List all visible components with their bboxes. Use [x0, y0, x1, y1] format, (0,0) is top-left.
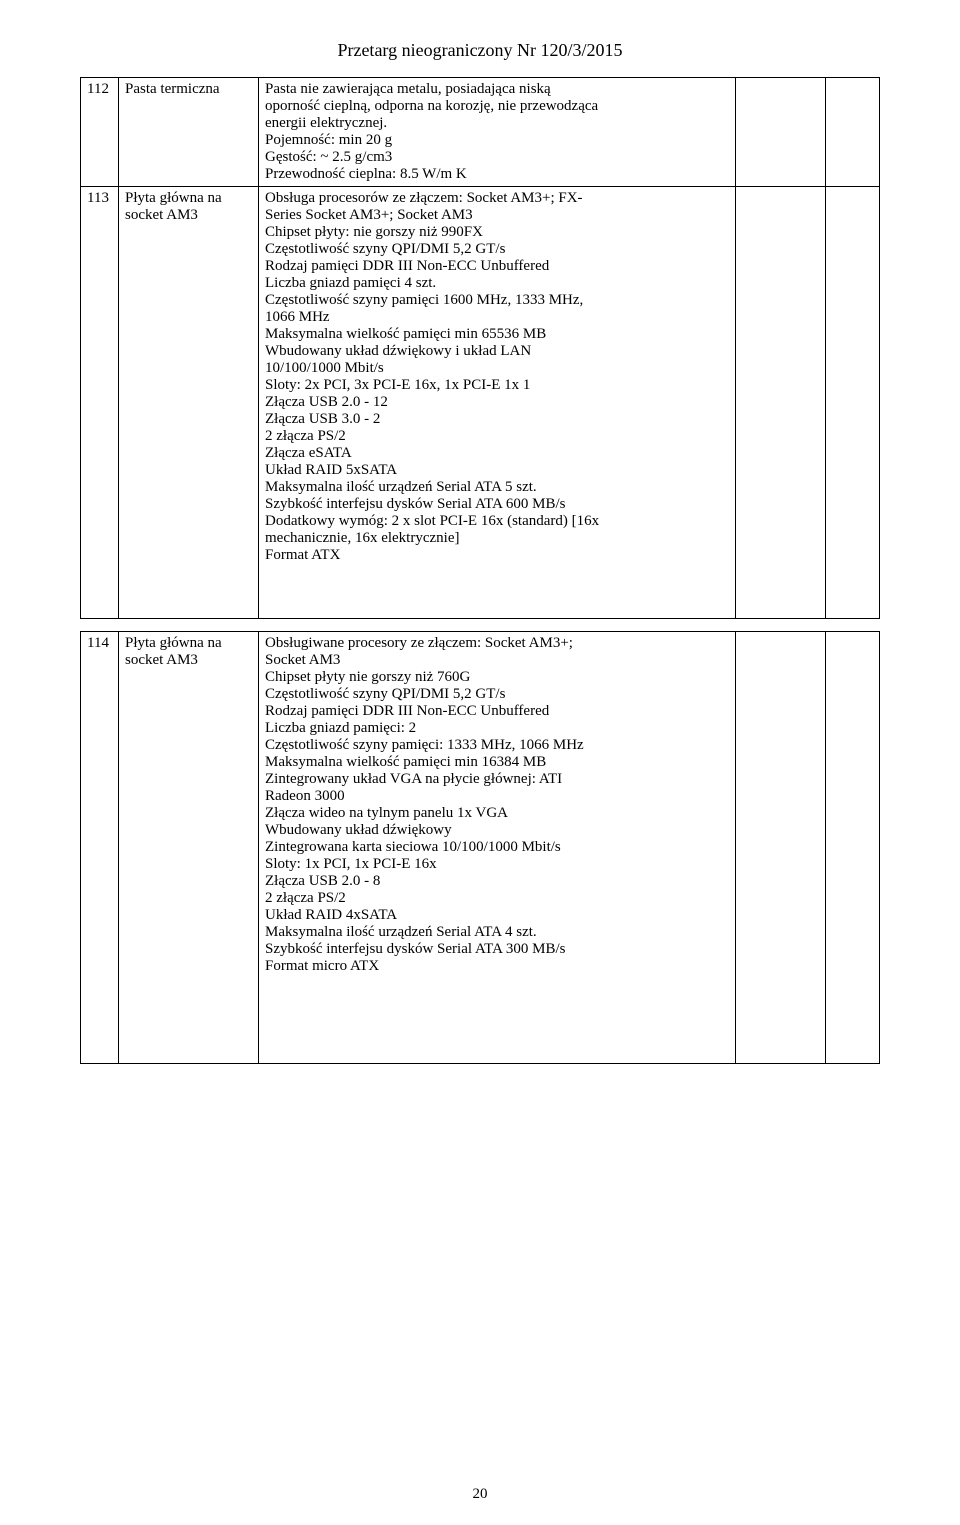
desc-line: Złącza USB 2.0 - 8 — [265, 873, 729, 890]
table-row: 112 Pasta termiczna Pasta nie zawierając… — [81, 78, 880, 187]
row-empty — [826, 187, 880, 619]
desc-line: Format micro ATX — [265, 958, 729, 975]
desc-line: Format ATX — [265, 547, 729, 564]
row-name: Płyta główna na socket AM3 — [119, 187, 259, 619]
desc-line: Częstotliwość szyny pamięci: 1333 MHz, 1… — [265, 737, 729, 754]
desc-line: Wbudowany układ dźwiękowy i układ LAN — [265, 343, 729, 360]
desc-line: Zintegrowana karta sieciowa 10/100/1000 … — [265, 839, 729, 856]
row-desc: Pasta nie zawierająca metalu, posiadając… — [259, 78, 736, 187]
desc-line: Szybkość interfejsu dysków Serial ATA 60… — [265, 496, 729, 513]
desc-line: Chipset płyty nie gorszy niż 760G — [265, 669, 729, 686]
desc-line: Pojemność: min 20 g — [265, 132, 729, 149]
desc-line: 2 złącza PS/2 — [265, 428, 729, 445]
desc-line: Sloty: 2x PCI, 3x PCI-E 16x, 1x PCI-E 1x… — [265, 377, 729, 394]
desc-line: Liczba gniazd pamięci: 2 — [265, 720, 729, 737]
desc-line: Chipset płyty: nie gorszy niż 990FX — [265, 224, 729, 241]
name-line: socket AM3 — [125, 652, 252, 669]
desc-line: Rodzaj pamięci DDR III Non-ECC Unbuffere… — [265, 258, 729, 275]
desc-line: Socket AM3 — [265, 652, 729, 669]
desc-line: Wbudowany układ dźwiękowy — [265, 822, 729, 839]
page-title: Przetarg nieograniczony Nr 120/3/2015 — [80, 40, 880, 61]
row-name: Pasta termiczna — [119, 78, 259, 187]
row-empty — [736, 78, 826, 187]
desc-line: 2 złącza PS/2 — [265, 890, 729, 907]
spec-table-2: 114 Płyta główna na socket AM3 Obsługiwa… — [80, 631, 880, 1064]
desc-line: Złącza USB 3.0 - 2 — [265, 411, 729, 428]
table-row: 113 Płyta główna na socket AM3 Obsługa p… — [81, 187, 880, 619]
page-container: Przetarg nieograniczony Nr 120/3/2015 11… — [0, 0, 960, 1525]
desc-line: 1066 MHz — [265, 309, 729, 326]
desc-line: Maksymalna ilość urządzeń Serial ATA 4 s… — [265, 924, 729, 941]
desc-line: Dodatkowy wymóg: 2 x slot PCI-E 16x (sta… — [265, 513, 729, 530]
row-empty — [736, 632, 826, 1064]
desc-line: Maksymalna wielkość pamięci min 65536 MB — [265, 326, 729, 343]
name-line: Płyta główna na — [125, 635, 252, 652]
desc-line: Przewodność cieplna: 8.5 W/m K — [265, 166, 729, 183]
desc-line: Układ RAID 5xSATA — [265, 462, 729, 479]
row-number: 113 — [81, 187, 119, 619]
desc-line: mechanicznie, 16x elektrycznie] — [265, 530, 729, 547]
spec-table-1: 112 Pasta termiczna Pasta nie zawierając… — [80, 77, 880, 619]
desc-line: Zintegrowany układ VGA na płycie głównej… — [265, 771, 729, 788]
name-line: socket AM3 — [125, 207, 252, 224]
row-desc: Obsługa procesorów ze złączem: Socket AM… — [259, 187, 736, 619]
page-number: 20 — [0, 1486, 960, 1503]
desc-line: 10/100/1000 Mbit/s — [265, 360, 729, 377]
desc-line: energii elektrycznej. — [265, 115, 729, 132]
desc-line: Obsługa procesorów ze złączem: Socket AM… — [265, 190, 729, 207]
desc-line: Gęstość: ~ 2.5 g/cm3 — [265, 149, 729, 166]
row-desc: Obsługiwane procesory ze złączem: Socket… — [259, 632, 736, 1064]
table-row: 114 Płyta główna na socket AM3 Obsługiwa… — [81, 632, 880, 1064]
desc-line: Układ RAID 4xSATA — [265, 907, 729, 924]
desc-line: Rodzaj pamięci DDR III Non-ECC Unbuffere… — [265, 703, 729, 720]
desc-line: Obsługiwane procesory ze złączem: Socket… — [265, 635, 729, 652]
desc-line: Maksymalna wielkość pamięci min 16384 MB — [265, 754, 729, 771]
desc-line: Złącza wideo na tylnym panelu 1x VGA — [265, 805, 729, 822]
desc-line: Radeon 3000 — [265, 788, 729, 805]
table-gap — [80, 619, 880, 631]
row-empty — [826, 632, 880, 1064]
desc-line: Szybkość interfejsu dysków Serial ATA 30… — [265, 941, 729, 958]
desc-line: oporność cieplną, odporna na korozję, ni… — [265, 98, 729, 115]
desc-line: Pasta nie zawierająca metalu, posiadając… — [265, 81, 729, 98]
desc-line: Częstotliwość szyny QPI/DMI 5,2 GT/s — [265, 241, 729, 258]
desc-line: Częstotliwość szyny pamięci 1600 MHz, 13… — [265, 292, 729, 309]
row-number: 112 — [81, 78, 119, 187]
desc-line: Sloty: 1x PCI, 1x PCI-E 16x — [265, 856, 729, 873]
row-empty — [736, 187, 826, 619]
desc-line: Częstotliwość szyny QPI/DMI 5,2 GT/s — [265, 686, 729, 703]
row-name: Płyta główna na socket AM3 — [119, 632, 259, 1064]
desc-line: Liczba gniazd pamięci 4 szt. — [265, 275, 729, 292]
desc-line: Złącza USB 2.0 - 12 — [265, 394, 729, 411]
desc-line: Złącza eSATA — [265, 445, 729, 462]
row-number: 114 — [81, 632, 119, 1064]
row-empty — [826, 78, 880, 187]
name-line: Płyta główna na — [125, 190, 252, 207]
desc-line: Series Socket AM3+; Socket AM3 — [265, 207, 729, 224]
desc-line: Maksymalna ilość urządzeń Serial ATA 5 s… — [265, 479, 729, 496]
